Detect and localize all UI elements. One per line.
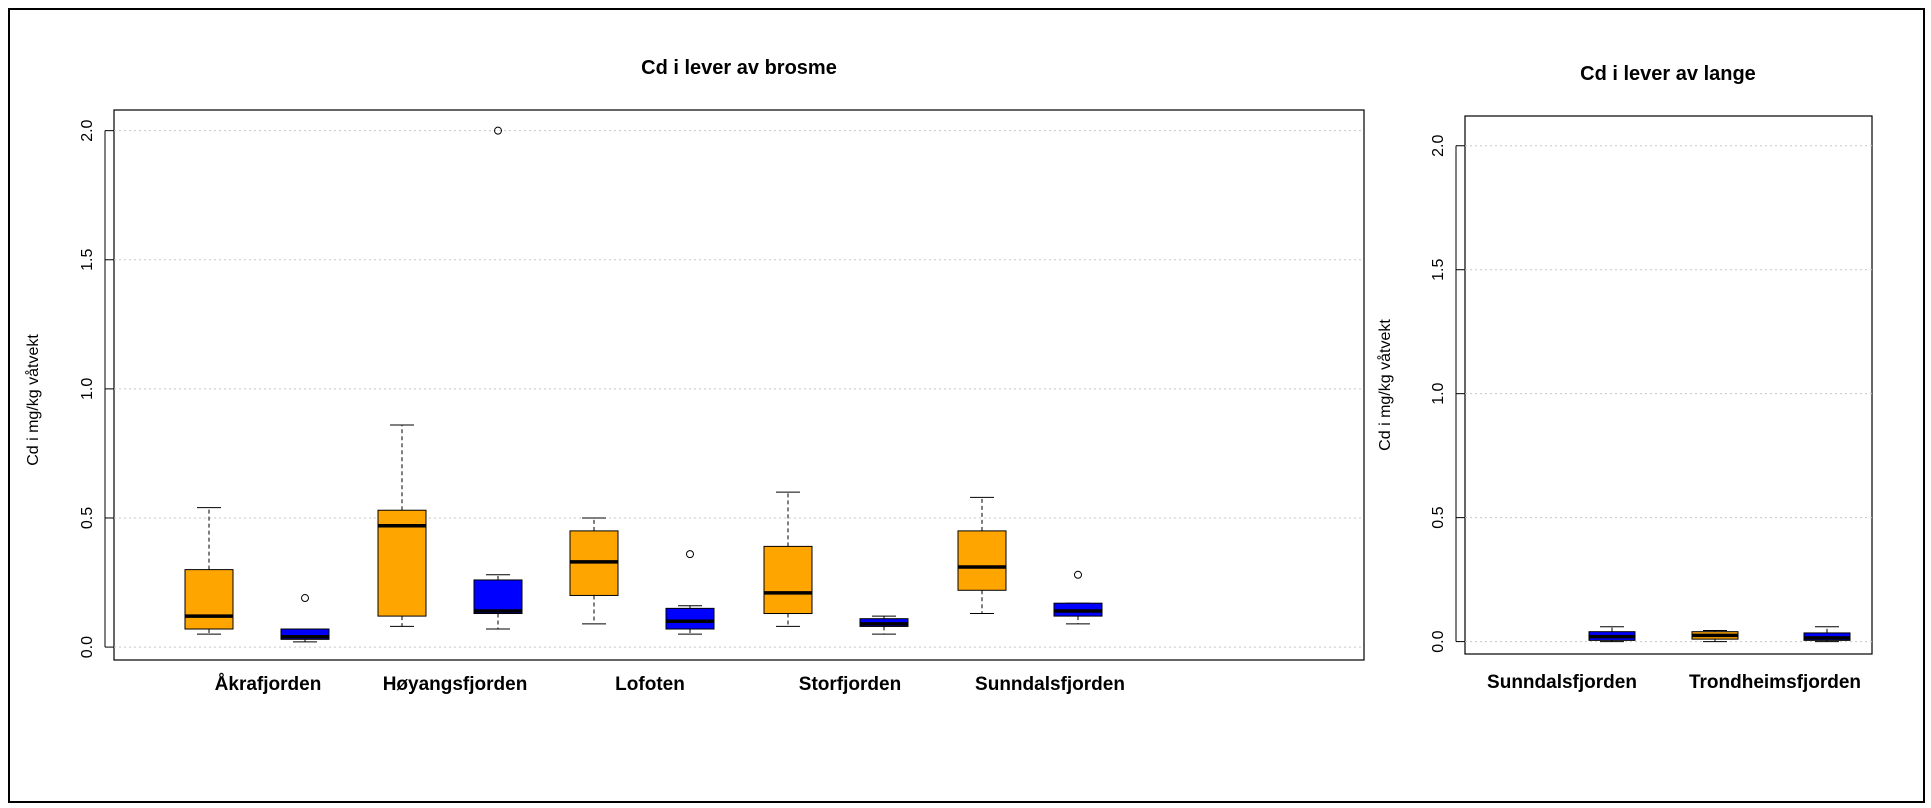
box-body	[763, 545, 813, 615]
box-sunndalsfjorden-blue	[1588, 626, 1636, 643]
chart-brosme: 0.0 0.5 1.0 1.5 2.0 Åkrafjorden Høyangsfjorde…	[24, 57, 1365, 695]
x-tick-label-h-yangsfjorden: Høyangsfjorden	[383, 674, 528, 695]
y-tick-label: 1.0	[79, 378, 96, 400]
y-tick-label: 2.0	[79, 119, 96, 141]
chart-title-brosme: Cd i lever av brosme	[641, 57, 837, 79]
y-tick-label: 1.5	[1430, 258, 1447, 280]
box-h-yangsfjorden-blue	[473, 126, 523, 630]
outlier-point	[1074, 570, 1082, 579]
box-body	[957, 530, 1007, 591]
outlier-point	[686, 550, 694, 559]
figure-frame	[8, 8, 1925, 803]
box-akrafjorden-orange	[184, 507, 234, 635]
y-tick-label: 1.0	[1430, 382, 1447, 404]
chart-lange: 0.0 0.5 1.0 1.5 2.0 Sunndalsfjorden Trondheim…	[1376, 63, 1873, 693]
outlier-point	[494, 126, 502, 135]
plot-area-lange	[1464, 115, 1873, 655]
box-storfjorden-orange	[763, 491, 813, 627]
y-tick-label: 0.0	[1430, 630, 1447, 652]
y-tick-label: 0.5	[1430, 506, 1447, 528]
box-body	[280, 628, 330, 640]
x-tick-label-lofoten: Lofoten	[615, 674, 685, 695]
y-axis-label-lange: Cd i mg/kg våtvekt	[1376, 319, 1394, 451]
y-axis-label-brosme: Cd i mg/kg våtvekt	[24, 334, 42, 466]
box-sunndalsfjorden-orange	[957, 496, 1007, 615]
box-lofoten-blue	[665, 550, 715, 635]
x-axis-brosme: Åkrafjorden Høyangsfjorden Lofoten Storfjor…	[215, 674, 1125, 695]
box-trondheimsfjorden-blue	[1803, 626, 1851, 643]
y-tick-label: 0.5	[79, 507, 96, 529]
y-axis-brosme: 0.0 0.5 1.0 1.5 2.0	[79, 119, 114, 658]
y-tick-label: 0.0	[79, 636, 96, 658]
box-trondheimsfjorden-orange	[1691, 629, 1739, 643]
boxes-lange	[1588, 626, 1851, 643]
chart-title-lange: Cd i lever av lange	[1580, 63, 1756, 85]
x-tick-label-sunndalsfjorden: Sunndalsfjorden	[1487, 672, 1637, 693]
box-storfjorden-blue	[859, 615, 909, 635]
box-body	[473, 579, 523, 615]
box-h-yangsfjorden-orange	[377, 424, 427, 627]
gridlines-lange	[1465, 145, 1872, 643]
x-tick-label-storfjorden: Storfjorden	[799, 674, 901, 695]
box-akrafjorden-blue	[280, 594, 330, 643]
outlier-point	[301, 594, 309, 603]
box-lofoten-orange	[569, 517, 619, 625]
boxes-brosme	[184, 126, 1103, 643]
box-body	[665, 607, 715, 630]
y-axis-lange: 0.0 0.5 1.0 1.5 2.0	[1430, 135, 1465, 653]
box-body	[184, 569, 234, 630]
y-tick-label: 1.5	[79, 249, 96, 271]
plot-area-brosme	[113, 109, 1365, 661]
box-sunndalsfjorden-blue	[1053, 570, 1103, 625]
box-body	[377, 509, 427, 617]
x-tick-label-trondheimsfjorden: Trondheimsfjorden	[1689, 672, 1861, 693]
y-tick-label: 2.0	[1430, 135, 1447, 157]
x-tick-label-sunndalsfjorden: Sunndalsfjorden	[975, 674, 1125, 695]
x-tick-label-akrafjorden: Åkrafjorden	[215, 674, 322, 695]
x-axis-lange: Sunndalsfjorden Trondheimsfjorden	[1487, 672, 1861, 693]
gridlines-brosme	[114, 130, 1364, 648]
